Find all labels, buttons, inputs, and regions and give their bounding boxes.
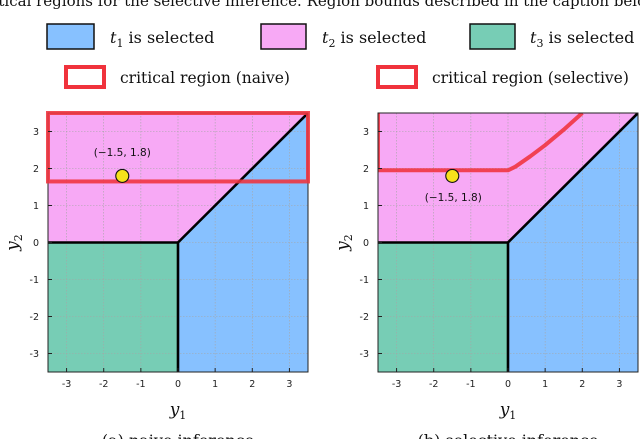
x-tick-label: -2 <box>99 379 108 390</box>
y-tick-label: -2 <box>30 312 39 323</box>
x-axis-label: y1 <box>169 400 187 422</box>
legend-swatch-critical-naive <box>64 65 106 89</box>
y-tick-label: 0 <box>33 238 39 249</box>
legend-entry-t3: t3 is selected <box>469 23 634 50</box>
y-tick-label: -1 <box>360 275 369 286</box>
observed-point <box>445 168 460 183</box>
y-tick-label: 0 <box>363 238 369 249</box>
region-t3 <box>48 242 178 372</box>
legend: t1 is selected t2 is selected t3 is sele… <box>46 23 634 89</box>
point-label: (−1.5, 1.8) <box>94 147 151 159</box>
y-tick-label: -3 <box>360 349 369 360</box>
y-tick-label: 2 <box>33 164 39 175</box>
header-fragment: critical regions for the selective infer… <box>0 0 640 10</box>
legend-swatch-t1 <box>46 23 95 50</box>
y-tick-label: 1 <box>363 201 369 212</box>
y-axis-label: y2 <box>3 234 25 252</box>
y-tick-label: -1 <box>30 275 39 286</box>
x-tick-label: 2 <box>579 379 585 390</box>
y-tick-label: 2 <box>363 164 369 175</box>
legend-label-critical-selective: critical region (selective) <box>432 69 629 87</box>
legend-entry-critical-naive: critical region (naive) <box>64 65 290 89</box>
legend-entry-critical-selective: critical region (selective) <box>376 65 629 89</box>
legend-label-t3: t3 is selected <box>530 28 634 50</box>
panel-caption: (b) selective inference <box>418 431 599 439</box>
panel-selective: -3 -2 -1 0 1 2 3 -3 -2 -1 0 1 2 3 (−1.5, 1.8) y1 y2 (b) s… <box>333 112 639 439</box>
x-tick-label: -3 <box>392 379 401 390</box>
region-t2 <box>48 113 308 243</box>
region-t3 <box>378 242 508 372</box>
boundary-t1-t2 <box>507 113 638 244</box>
y-tick-label: -3 <box>30 349 39 360</box>
panel-naive: -3 -2 -1 0 1 2 3 -3 -2 -1 0 1 2 3 (−1.5, 1.8) y1 y2 (a) n… <box>3 111 310 439</box>
legend-label-t1: t1 is selected <box>110 28 214 50</box>
x-tick-label: -3 <box>62 379 71 390</box>
legend-swatch-t3 <box>469 23 516 50</box>
panel-caption: (a) naive inference <box>102 431 254 439</box>
x-tick-label: 2 <box>249 379 255 390</box>
y-tick-label: 3 <box>33 127 39 138</box>
y-tick-label: 1 <box>33 201 39 212</box>
plot-area <box>378 113 638 372</box>
x-tick-label: 0 <box>505 379 511 390</box>
boundary-t1-t2 <box>177 113 308 244</box>
x-tick-label: -1 <box>136 379 145 390</box>
legend-swatch-critical-selective <box>376 65 418 89</box>
x-tick-label: 1 <box>542 379 548 390</box>
y-axis-label: y2 <box>333 234 355 252</box>
legend-swatch-t2 <box>260 23 307 50</box>
x-tick-label: -1 <box>466 379 475 390</box>
y-tick-label: 3 <box>363 127 369 138</box>
x-tick-label: 3 <box>286 379 292 390</box>
legend-label-t2: t2 is selected <box>322 28 426 50</box>
region-t2 <box>378 113 638 243</box>
x-axis-label: y1 <box>499 400 517 422</box>
observed-point <box>115 168 130 183</box>
point-label: (−1.5, 1.8) <box>425 192 482 204</box>
x-tick-label: 1 <box>212 379 218 390</box>
plot-area <box>48 113 308 372</box>
critical-region-selective <box>378 113 584 173</box>
legend-entry-t1: t1 is selected <box>46 23 214 50</box>
critical-region-naive <box>46 111 310 184</box>
y-tick-label: -2 <box>360 312 369 323</box>
legend-entry-t2: t2 is selected <box>260 23 426 50</box>
x-tick-label: -2 <box>429 379 438 390</box>
x-tick-label: 0 <box>175 379 181 390</box>
x-tick-label: 3 <box>616 379 622 390</box>
legend-label-critical-naive: critical region (naive) <box>120 69 290 87</box>
